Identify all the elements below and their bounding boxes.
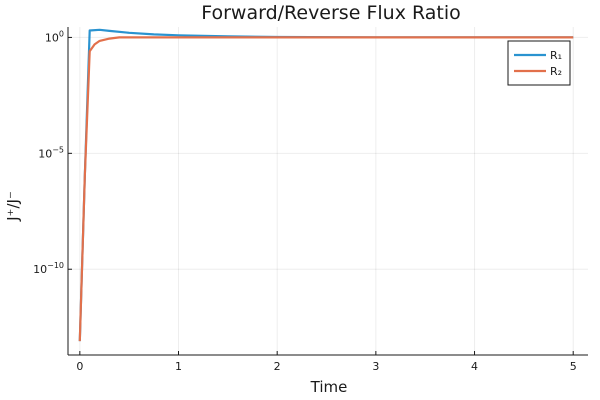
y-axis-label: J⁺/J⁻ xyxy=(4,191,22,222)
y-axis-ticks: 100 10−5 10−10 xyxy=(33,29,72,276)
x-tick-label-3: 3 xyxy=(372,360,379,373)
x-tick-label-4: 4 xyxy=(471,360,478,373)
x-tick-label-2: 2 xyxy=(274,360,281,373)
y-tick-label-1: 10−5 xyxy=(38,145,64,160)
y-tick-label-0: 100 xyxy=(45,29,64,44)
series-line-1 xyxy=(78,28,574,342)
legend: R₁ R₂ xyxy=(507,40,571,86)
series-lines xyxy=(78,28,574,342)
x-axis-label: Time xyxy=(310,378,348,396)
series-line-2 xyxy=(78,36,574,342)
legend-box xyxy=(507,40,571,86)
x-axis-ticks: 0 1 2 3 4 5 xyxy=(76,351,577,373)
x-tick-label-5: 5 xyxy=(570,360,577,373)
chart-title: Forward/Reverse Flux Ratio xyxy=(201,2,461,24)
legend-label-1: R₁ xyxy=(550,49,562,62)
plot-frame xyxy=(67,27,588,356)
x-tick-label-0: 0 xyxy=(76,360,83,373)
legend-label-2: R₂ xyxy=(550,65,562,78)
x-tick-label-1: 1 xyxy=(175,360,182,373)
y-tick-label-2: 10−10 xyxy=(33,261,64,276)
